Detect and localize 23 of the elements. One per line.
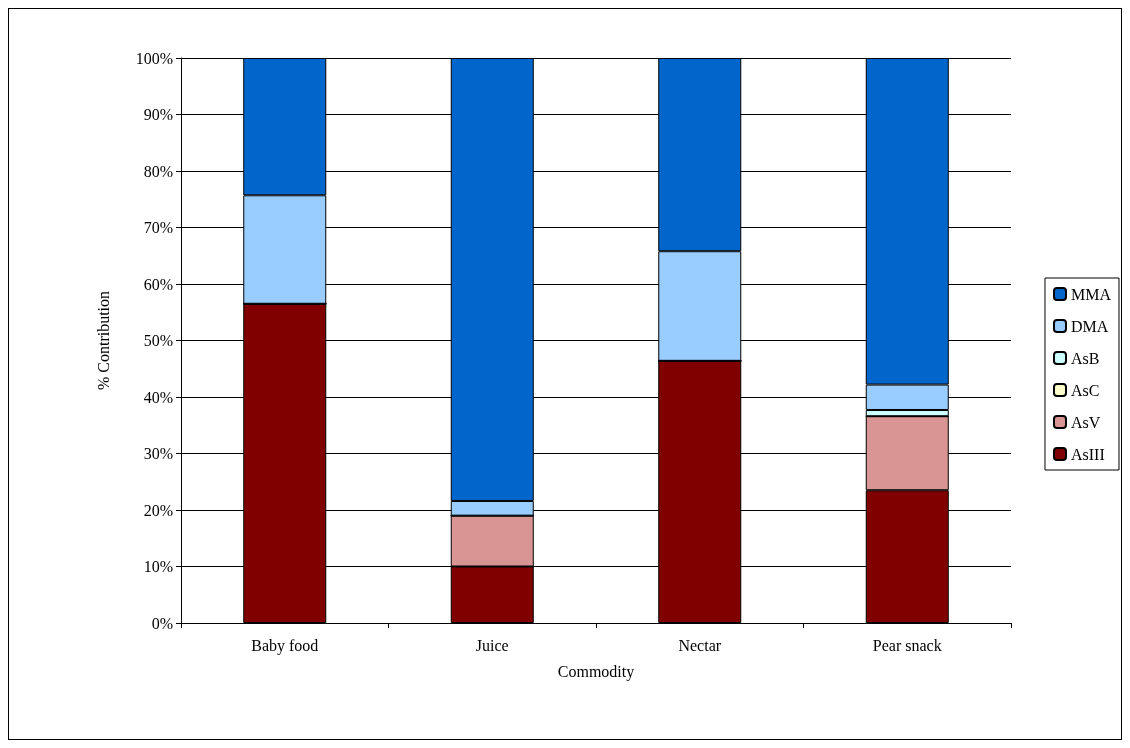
legend-label: AsB (1070, 349, 1100, 367)
y-tick-label: 40% (143, 388, 173, 406)
x-tick-label: Pear snack (872, 636, 942, 654)
legend-label: AsC (1070, 381, 1100, 399)
x-tick-label: Juice (475, 636, 509, 654)
y-tick-label: 0% (151, 614, 173, 632)
y-tick-label: 80% (143, 162, 173, 180)
x-tick-label: Baby food (251, 636, 319, 655)
legend-label: MMA (1070, 285, 1112, 303)
y-tick-label: 30% (143, 445, 173, 462)
y-tick-label: 10% (143, 558, 173, 575)
y-tick-label: 20% (143, 501, 173, 519)
x-axis-title: Commodity (557, 662, 635, 681)
y-tick-label: 70% (143, 219, 173, 236)
legend-label: AsIII (1070, 445, 1105, 463)
y-tick-label: 50% (143, 332, 173, 349)
legend-label: AsV (1070, 413, 1101, 431)
legend-label: DMA (1070, 317, 1109, 335)
y-tick-label: 60% (143, 275, 173, 293)
y-tick-label: 100% (135, 49, 173, 67)
y-tick-label: 90% (143, 106, 173, 123)
x-tick-label: Nectar (678, 636, 722, 654)
y-axis-title: % Contribution (94, 290, 112, 391)
